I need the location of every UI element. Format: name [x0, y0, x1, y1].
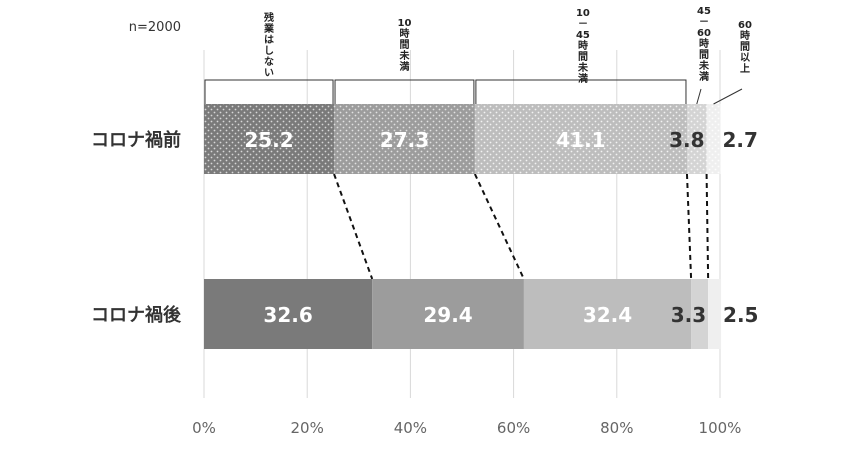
data-label: 32.4 — [583, 303, 632, 327]
category-label: コロナ禍後 — [91, 304, 182, 326]
bar-segment — [204, 104, 335, 174]
legend-glyph: し — [264, 45, 274, 57]
data-label: 2.5 — [723, 303, 758, 327]
legend-glyph: 時 — [740, 29, 750, 42]
legend-glyph: 間 — [699, 49, 709, 61]
legend-glyph: 時 — [578, 39, 588, 52]
legend-glyph: 残 — [264, 11, 274, 24]
legend-glyph: な — [264, 56, 274, 68]
data-label: 27.3 — [380, 128, 429, 152]
legend-glyph: 業 — [263, 22, 275, 35]
category-label: コロナ禍前 — [91, 129, 181, 151]
legend-glyph: 未 — [698, 59, 709, 72]
data-label: 3.3 — [671, 303, 706, 327]
x-tick-label: 40% — [394, 419, 427, 437]
legend-glyph: 未 — [398, 49, 409, 62]
legend-glyph: 45 — [697, 6, 711, 17]
bar-segment — [474, 104, 687, 174]
bar-segment — [372, 279, 524, 349]
data-label: 2.7 — [723, 128, 758, 152]
bar-segment — [708, 279, 722, 349]
bar-segment — [706, 104, 721, 174]
x-tick-label: 80% — [600, 419, 633, 437]
legend-glyph: 間 — [578, 51, 588, 63]
legend-bracket — [204, 79, 334, 104]
x-tick-label: 20% — [291, 419, 324, 437]
legend-glyph: － — [699, 17, 709, 28]
legend-glyph: 時 — [399, 27, 409, 40]
data-label: 32.6 — [263, 303, 312, 327]
labels: 0% 20% 40% 60% 80% 100% コロナ禍前 25.2 27.3 41.1 3.8 2.… — [91, 128, 758, 437]
sample-size-note: n=2000 — [129, 20, 181, 35]
bar-segment — [691, 279, 709, 349]
legend-glyph: － — [578, 19, 588, 30]
segment-connector — [705, 173, 710, 280]
legend-glyph: 10 — [576, 8, 590, 19]
bar-segment — [523, 279, 692, 349]
legend-bracket — [475, 79, 687, 104]
legend-glyph: 以 — [740, 52, 750, 64]
data-label: 3.8 — [669, 128, 704, 152]
legend-bracket — [334, 79, 475, 104]
legend-leader — [696, 88, 702, 105]
data-label: 25.2 — [244, 128, 293, 152]
segment-connector — [685, 173, 693, 280]
bar-segment — [334, 104, 475, 174]
legend-glyph: 45 — [576, 30, 590, 41]
legend-glyph: 満 — [399, 60, 409, 73]
legend-glyph: い — [264, 68, 274, 79]
legend-leader — [713, 88, 743, 105]
legend-glyph: 未 — [577, 61, 588, 74]
bar-segment — [204, 279, 373, 349]
bar-segment — [686, 104, 707, 174]
data-label: 41.1 — [556, 128, 605, 152]
legend-glyph: 間 — [399, 39, 409, 51]
legend-glyph: 時 — [699, 37, 709, 50]
segment-connector — [333, 173, 374, 280]
legend-glyph: 10 — [398, 18, 412, 29]
segment-connectors — [333, 173, 710, 280]
legend-glyph: 満 — [578, 72, 588, 85]
segment-connector — [473, 173, 525, 280]
x-tick-label: 100% — [699, 419, 742, 437]
x-tick-label: 0% — [192, 419, 216, 437]
legend-glyph: は — [264, 34, 274, 46]
legend-glyph: 60 — [697, 28, 711, 39]
legend-glyph: 満 — [699, 70, 709, 83]
legend-glyph: 間 — [740, 41, 750, 53]
legend-glyph: 60 — [738, 20, 752, 31]
data-label: 29.4 — [423, 303, 472, 327]
x-tick-label: 60% — [497, 419, 530, 437]
bars — [204, 104, 722, 349]
legend-glyph: 上 — [740, 62, 750, 75]
